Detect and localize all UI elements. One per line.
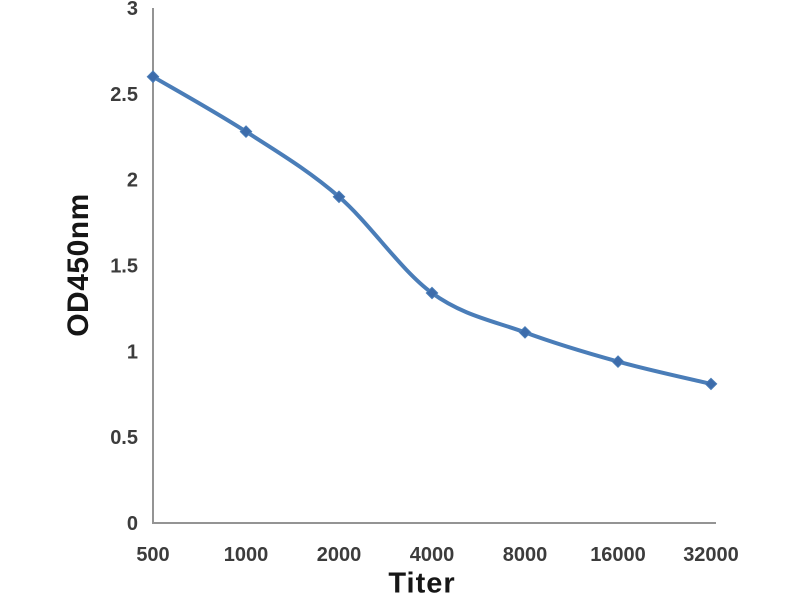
y-tick-label: 2 [127,170,138,192]
x-tick-label: 1000 [224,544,269,566]
x-tick-label: 8000 [503,544,548,566]
x-tick-label: 16000 [590,544,646,566]
y-axis-title: OD450nm [62,193,95,337]
x-tick-label: 4000 [410,544,455,566]
y-tick-label: 1.5 [110,256,138,278]
data-point-marker [332,190,346,204]
y-tick-label: 0.5 [110,427,138,449]
data-point-marker [425,286,439,300]
data-point-marker [704,377,718,391]
x-tick-label: 500 [136,544,169,566]
data-point-marker [518,325,532,339]
data-point-marker [611,355,625,369]
data-point-marker [146,70,160,84]
y-tick-label: 3 [127,0,138,20]
y-tick-label: 0 [127,513,138,535]
x-tick-label: 2000 [317,544,362,566]
series-line [151,74,713,386]
y-tick-label: 1 [127,341,138,363]
data-point-marker [239,125,253,139]
y-tick-label: 2.5 [110,84,138,106]
x-axis-title: Titer [388,567,456,600]
x-tick-label: 32000 [683,544,739,566]
